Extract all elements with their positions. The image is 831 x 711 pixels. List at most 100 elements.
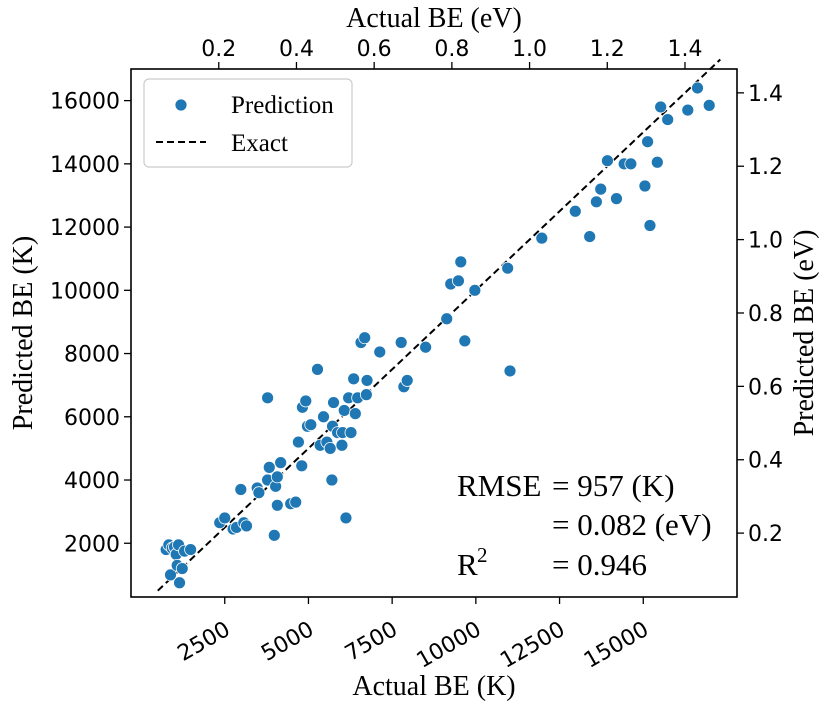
- data-point-44: [327, 396, 340, 409]
- data-point-28: [274, 456, 288, 470]
- r2-label: R: [457, 547, 478, 582]
- data-point-56: [358, 331, 372, 345]
- x-top-tick-label: 1.2: [590, 37, 625, 62]
- rmse-ev-value: = 0.082 (eV): [552, 507, 712, 542]
- data-point-86: [661, 113, 675, 126]
- data-point-89: [702, 98, 716, 112]
- legend: Prediction Exact: [143, 78, 353, 168]
- data-point-53: [348, 407, 362, 421]
- data-point-71: [503, 364, 517, 378]
- data-point-67: [454, 255, 468, 269]
- data-point-16: [234, 483, 248, 496]
- exact-line: [157, 58, 721, 592]
- data-point-60: [394, 336, 408, 349]
- y-right-tick-label: 1.2: [748, 155, 783, 180]
- legend-label-prediction: Prediction: [231, 92, 334, 119]
- data-point-74: [583, 230, 597, 243]
- x-top-tick-label: 0.6: [357, 37, 392, 62]
- data-point-30: [289, 495, 303, 509]
- data-point-73: [568, 204, 582, 218]
- y-right-tick-label: 1.0: [748, 229, 783, 254]
- x-top-tick-label: 0.2: [201, 37, 236, 62]
- data-point-77: [601, 154, 614, 168]
- y-tick-label: 12000: [50, 216, 120, 241]
- legend-box: [143, 78, 353, 168]
- x-top-tick-label: 0.4: [279, 37, 314, 62]
- data-point-11: [184, 543, 197, 556]
- data-point-39: [317, 410, 330, 424]
- data-point-85: [654, 100, 668, 114]
- data-point-32: [295, 459, 309, 473]
- data-point-27: [270, 498, 284, 512]
- data-point-34: [299, 394, 313, 408]
- data-point-2: [164, 568, 177, 582]
- rmse-label: RMSE: [457, 468, 541, 503]
- data-point-83: [643, 219, 657, 232]
- data-point-21: [261, 391, 275, 405]
- r2-superscript: 2: [477, 543, 488, 567]
- data-point-70: [501, 261, 515, 275]
- data-point-63: [419, 340, 433, 354]
- data-point-80: [624, 157, 638, 171]
- data-point-58: [360, 374, 374, 387]
- y-tick-label: 16000: [50, 90, 120, 115]
- data-point-59: [373, 345, 387, 359]
- rmse-k-value: = 957 (K): [552, 468, 675, 503]
- legend-label-exact: Exact: [231, 130, 288, 157]
- metrics-annotation: RMSE = 957 (K) = 0.082 (eV) R 2 = 0.946: [457, 468, 712, 582]
- data-point-81: [638, 179, 652, 193]
- y-right-tick-label: 0.6: [748, 375, 783, 400]
- exact-line-layer: [157, 58, 721, 592]
- x-top-tick-label: 1.0: [512, 37, 547, 62]
- y-axis-title-left: Predicted BE (K): [8, 236, 39, 430]
- y-tick-label: 10000: [50, 279, 120, 304]
- x-axis-title-bottom: Actual BE (K): [352, 671, 515, 702]
- y-tick-label: 6000: [64, 406, 120, 431]
- scatter-points: [159, 81, 716, 590]
- data-point-76: [594, 182, 608, 196]
- x-tick-label: 12500: [496, 617, 569, 674]
- x-tick-label: 5000: [257, 617, 318, 667]
- data-point-78: [610, 192, 623, 206]
- data-point-42: [325, 473, 339, 487]
- x-tick-label: 7500: [341, 617, 402, 667]
- y-right-tick-label: 1.4: [748, 82, 783, 107]
- x-top-tick-label: 1.4: [667, 37, 702, 62]
- y-tick-label: 8000: [64, 343, 120, 368]
- data-point-23: [262, 460, 276, 474]
- data-point-51: [344, 426, 358, 439]
- data-point-62: [400, 374, 414, 387]
- data-point-68: [458, 334, 472, 348]
- data-point-13: [218, 511, 232, 525]
- data-point-24: [267, 528, 281, 542]
- data-point-49: [339, 511, 353, 525]
- legend-marker-prediction: [174, 98, 188, 112]
- data-point-84: [650, 155, 664, 169]
- data-point-82: [641, 135, 655, 149]
- data-point-18: [240, 519, 253, 533]
- x-tick-label: 10000: [413, 617, 486, 674]
- plot-frame: [130, 68, 738, 598]
- x-tick-label: 2500: [174, 617, 235, 667]
- x-tick-label: 15000: [580, 617, 653, 674]
- data-point-87: [681, 103, 695, 117]
- y-tick-label: 2000: [64, 532, 120, 557]
- data-point-72: [535, 231, 549, 245]
- data-point-37: [311, 362, 324, 376]
- data-point-8: [173, 576, 186, 590]
- data-point-88: [691, 81, 704, 95]
- data-point-64: [440, 312, 454, 326]
- y-axis-title-right: Predicted BE (eV): [789, 230, 820, 437]
- r2-value: = 0.946: [552, 547, 647, 582]
- y-tick-label: 14000: [50, 153, 120, 178]
- y-right-tick-label: 0.8: [748, 302, 783, 327]
- data-point-48: [337, 404, 351, 417]
- data-point-75: [589, 195, 603, 209]
- data-point-26: [270, 470, 284, 484]
- data-point-9: [175, 562, 189, 575]
- data-point-57: [359, 388, 373, 402]
- data-point-31: [292, 435, 305, 449]
- y-right-tick-label: 0.2: [748, 522, 783, 547]
- data-point-20: [252, 486, 266, 500]
